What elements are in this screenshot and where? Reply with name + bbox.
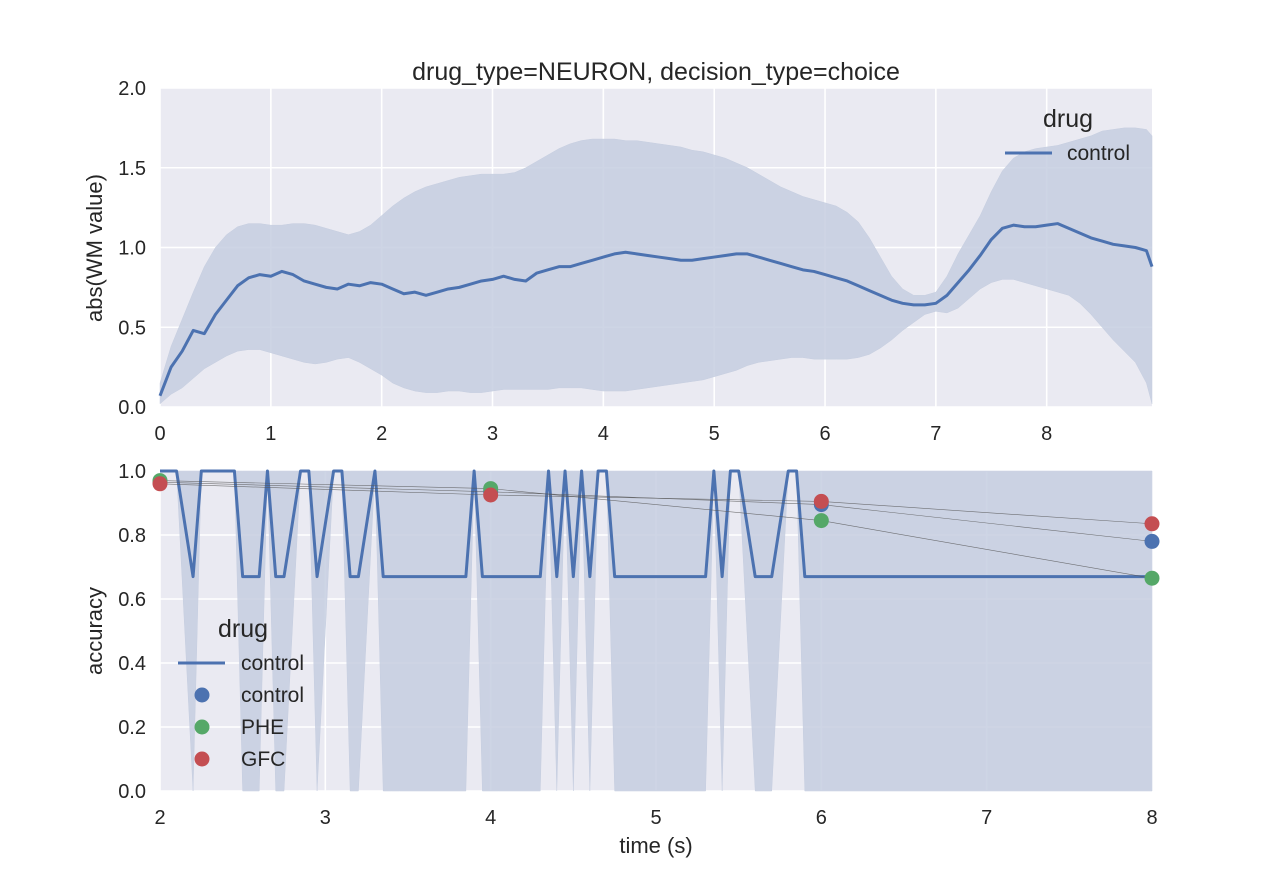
y-tick-label: 0.4 <box>118 653 146 675</box>
bottom-series-line <box>160 469 1152 579</box>
y-tick-label: 0.5 <box>118 317 146 339</box>
top-chart-title: drug_type=NEURON, decision_type=choice <box>412 58 900 86</box>
bottom-legend-entry-control-line: control <box>241 652 304 675</box>
bottom-legend-marker-control <box>194 687 210 703</box>
y-tick-label: 2.0 <box>118 78 146 100</box>
bottom-x-axis-label: time (s) <box>619 833 692 858</box>
y-tick-label: 0.6 <box>118 589 146 611</box>
x-tick-label: 1 <box>265 423 276 445</box>
x-tick-label: 0 <box>154 423 165 445</box>
top-ci-band <box>159 127 1153 405</box>
bottom-legend: drug control control PHE GFC <box>178 615 304 771</box>
x-tick-label: 6 <box>819 423 830 445</box>
x-tick-label: 7 <box>981 807 992 829</box>
y-tick-label: 1.0 <box>118 238 146 260</box>
bottom-legend-entry-phe: PHE <box>241 716 284 739</box>
top-y-axis-label: abs(WM value) <box>82 174 107 322</box>
data-point-gfc <box>483 487 499 503</box>
x-tick-label: 3 <box>320 807 331 829</box>
y-tick-label: 0.0 <box>118 397 146 419</box>
data-point-phe <box>1144 570 1160 586</box>
x-tick-label: 8 <box>1041 423 1052 445</box>
x-tick-label: 5 <box>650 807 661 829</box>
y-tick-label: 0.8 <box>118 525 146 547</box>
bottom-ci-band <box>160 470 1153 792</box>
data-point-gfc <box>813 493 829 509</box>
bottom-point-series <box>152 473 1160 586</box>
x-tick-label: 4 <box>485 807 496 829</box>
series-line-control <box>160 469 1152 579</box>
top-series-line <box>158 222 1154 397</box>
top-legend: drug control <box>1005 105 1130 165</box>
data-point-control <box>1144 533 1160 549</box>
top-legend-entry-control: control <box>1067 142 1130 165</box>
bottom-panel: 2 3 4 5 6 7 8 0.0 0.2 0.4 0.6 0.8 1.0 time (s) accu… <box>82 461 1160 858</box>
y-tick-label: 1.5 <box>118 158 146 180</box>
bottom-legend-entry-control-points: control <box>241 684 304 707</box>
bottom-legend-entry-gfc: GFC <box>241 748 285 771</box>
x-tick-label: 2 <box>376 423 387 445</box>
bottom-y-tick-labels: 0.0 0.2 0.4 0.6 0.8 1.0 <box>118 461 146 803</box>
data-point-gfc <box>152 476 168 492</box>
connector-line-gfc <box>159 483 1153 525</box>
bottom-legend-marker-phe <box>194 719 210 735</box>
ci-band <box>159 127 1153 405</box>
x-tick-label: 6 <box>816 807 827 829</box>
series-line-control <box>158 222 1154 397</box>
x-tick-label: 3 <box>487 423 498 445</box>
data-point-gfc <box>1144 516 1160 532</box>
bottom-y-axis-label: accuracy <box>82 587 107 675</box>
x-tick-label: 7 <box>930 423 941 445</box>
bottom-legend-marker-gfc <box>194 751 210 767</box>
bottom-legend-title: drug <box>218 615 268 643</box>
bottom-x-tick-labels: 2 3 4 5 6 7 8 <box>154 807 1157 829</box>
top-legend-title: drug <box>1043 105 1093 133</box>
top-panel: 0 1 2 3 4 5 6 7 8 0.0 0.5 1.0 1.5 2.0 drug_type=NEUR… <box>82 58 1154 445</box>
y-tick-label: 1.0 <box>118 461 146 483</box>
connector-line-phe <box>159 480 1153 579</box>
data-point-phe <box>813 513 829 529</box>
top-y-tick-labels: 0.0 0.5 1.0 1.5 2.0 <box>118 78 146 419</box>
x-tick-label: 2 <box>154 807 165 829</box>
x-tick-label: 5 <box>709 423 720 445</box>
ci-band <box>160 470 1153 792</box>
x-tick-label: 8 <box>1146 807 1157 829</box>
top-x-tick-labels: 0 1 2 3 4 5 6 7 8 <box>154 423 1052 445</box>
x-tick-label: 4 <box>598 423 609 445</box>
y-tick-label: 0.0 <box>118 781 146 803</box>
y-tick-label: 0.2 <box>118 717 146 739</box>
